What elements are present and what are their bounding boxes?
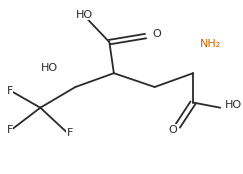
Text: HO: HO bbox=[225, 100, 242, 110]
Text: HO: HO bbox=[76, 10, 93, 19]
Text: F: F bbox=[7, 125, 13, 135]
Text: F: F bbox=[67, 128, 73, 138]
Text: O: O bbox=[152, 29, 161, 39]
Text: HO: HO bbox=[41, 63, 58, 73]
Text: NH₂: NH₂ bbox=[200, 39, 222, 49]
Text: O: O bbox=[168, 125, 177, 135]
Text: F: F bbox=[7, 86, 13, 96]
